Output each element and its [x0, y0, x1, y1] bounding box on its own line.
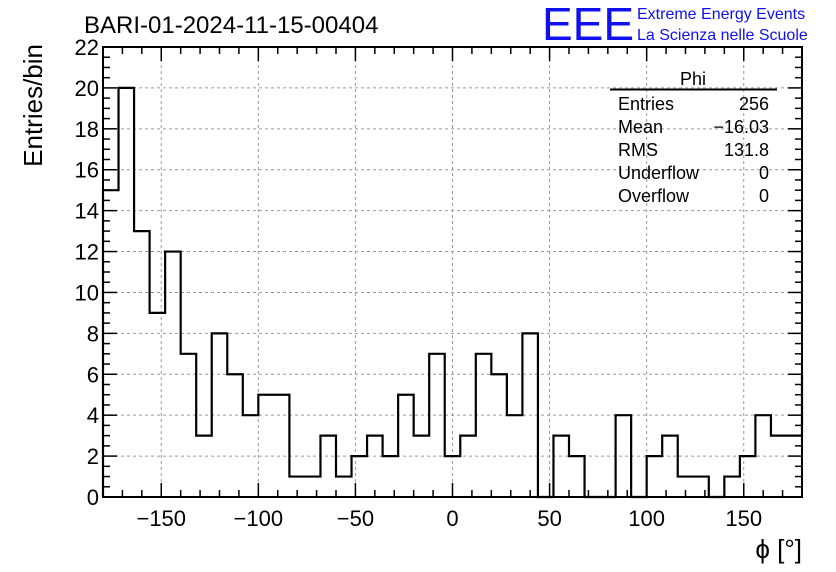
histogram-bin	[352, 456, 368, 497]
histogram-bin	[165, 252, 181, 497]
logo-mark: EEE	[542, 0, 634, 50]
x-tick-label: 0	[446, 506, 458, 531]
y-tick-label: 10	[75, 280, 99, 305]
y-tick-label: 8	[87, 321, 99, 346]
histogram-bin	[398, 395, 414, 497]
logo-line-2: La Scienza nelle Scuole	[637, 27, 808, 44]
x-tick-label: 100	[628, 506, 665, 531]
histogram-bin	[755, 415, 771, 497]
stats-row-label: RMS	[618, 140, 658, 160]
stats-row-label: Underflow	[618, 163, 700, 183]
y-tick-label: 6	[87, 362, 99, 387]
x-axis-title: ϕ [°]	[755, 534, 802, 564]
stats-row-value: −16.03	[713, 117, 769, 137]
stats-row-label: Overflow	[618, 186, 690, 206]
histogram-bin	[119, 88, 135, 497]
histogram-bin	[227, 374, 243, 497]
y-tick-label: 20	[75, 76, 99, 101]
stats-row-value: 256	[739, 94, 769, 114]
stats-row-value: 0	[759, 186, 769, 206]
histogram-bin	[522, 333, 538, 497]
stats-box: Phi Entries 256 Mean −16.03 RMS 131.8 Underflo…	[610, 69, 777, 206]
histogram-bin	[305, 477, 321, 497]
y-axis-title: Entries/bin	[18, 44, 48, 167]
histogram-bin	[414, 436, 430, 497]
x-tick-label: 150	[725, 506, 762, 531]
y-tick-label: 4	[87, 403, 99, 428]
x-tick-labels: −150 −100 −50 0 50 100 150	[136, 506, 762, 531]
x-tick-label: −100	[234, 506, 284, 531]
histogram-bin	[196, 436, 212, 497]
histogram-bin	[553, 436, 569, 497]
y-tick-labels: 0 2 4 6 8 10 12 14 16 18 20 22	[75, 35, 99, 510]
stats-row-value: 131.8	[724, 140, 769, 160]
stats-rows: Entries 256 Mean −16.03 RMS 131.8 Underflow 0 Ov…	[618, 94, 769, 206]
stats-row-label: Mean	[618, 117, 663, 137]
histogram-bin	[367, 436, 383, 497]
histogram-bin	[258, 395, 274, 497]
histogram-bin	[491, 374, 507, 497]
histogram-bin	[134, 231, 150, 497]
histogram-bin	[569, 456, 585, 497]
eee-logo: EEE Extreme Energy Events La Scienza nel…	[542, 0, 808, 50]
histogram-bin	[383, 456, 399, 497]
histogram-bin	[771, 436, 787, 497]
chart-title: BARI-01-2024-11-15-00404	[84, 12, 378, 39]
y-tick-label: 12	[75, 240, 99, 265]
histogram-bin	[336, 477, 352, 497]
histogram-bin	[724, 477, 740, 497]
histogram-bin	[647, 456, 663, 497]
histogram-bin	[693, 477, 709, 497]
x-tick-label: 50	[537, 506, 561, 531]
x-tick-label: −150	[136, 506, 186, 531]
y-tick-label: 22	[75, 35, 99, 60]
stats-row-value: 0	[759, 163, 769, 183]
stats-title: Phi	[680, 69, 706, 89]
histogram-bin	[274, 395, 290, 497]
histogram-bin	[181, 354, 197, 497]
stats-row-label: Entries	[618, 94, 674, 114]
histogram-bin	[320, 436, 336, 497]
histogram-bin	[150, 313, 166, 497]
y-tick-label: 18	[75, 117, 99, 142]
histogram-bin	[476, 354, 492, 497]
x-tick-label: −50	[337, 506, 374, 531]
histogram-bin	[740, 456, 756, 497]
histogram-bin	[460, 436, 476, 497]
histogram-bin	[507, 415, 523, 497]
y-tick-label: 16	[75, 158, 99, 183]
axis-ticks	[103, 47, 802, 497]
histogram-series	[101, 86, 804, 499]
histogram-bin	[243, 415, 259, 497]
y-tick-label: 2	[87, 444, 99, 469]
logo-line-1: Extreme Energy Events	[637, 6, 805, 23]
y-tick-label: 14	[75, 199, 99, 224]
histogram-bin	[616, 415, 632, 497]
grid	[103, 47, 802, 497]
histogram-bin	[429, 354, 445, 497]
histogram-bin	[662, 436, 678, 497]
histogram-bin	[212, 333, 228, 497]
y-tick-label: 0	[87, 485, 99, 510]
